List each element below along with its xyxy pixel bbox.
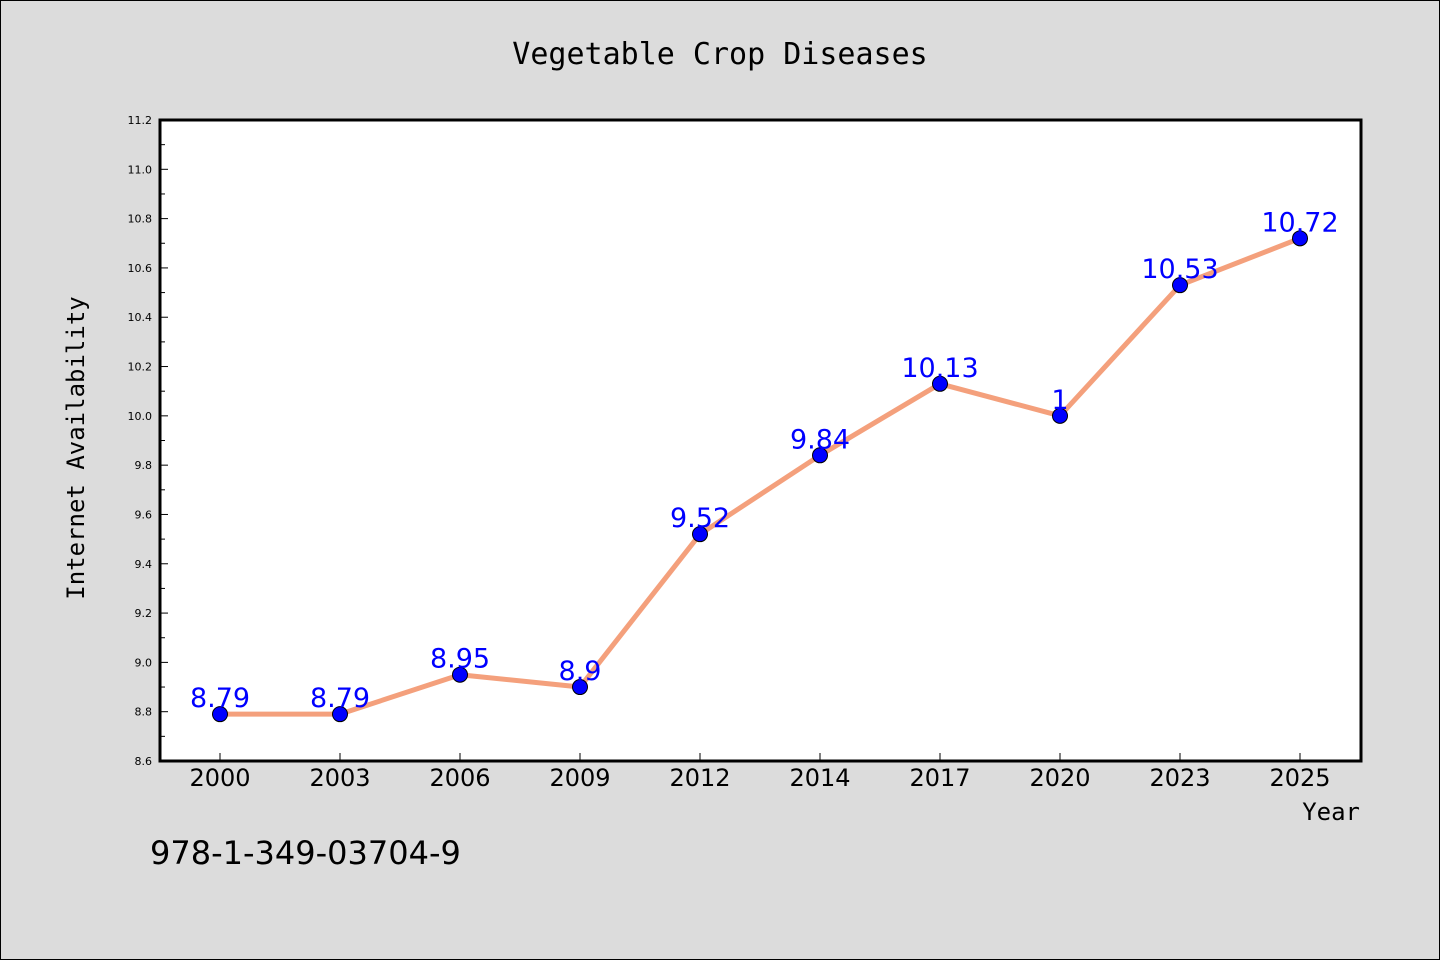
data-point [1292,230,1308,247]
y-tick-label: 8.8 [135,706,153,719]
x-tick-label: 2025 [1269,764,1330,792]
x-tick-label: 2014 [789,764,850,792]
data-point [692,526,708,543]
x-tick-label: 2006 [429,764,490,792]
y-axis-label: Internet Availability [62,296,90,599]
x-tick-label: 2020 [1029,764,1090,792]
data-label: 9.52 [670,503,730,534]
y-tick-label: 9.0 [135,656,153,669]
data-point [812,447,828,464]
data-label: 8.79 [190,683,250,714]
y-tick-label: 11.2 [128,114,153,127]
x-tick-label: 2000 [189,764,250,792]
data-label: 10.53 [1141,254,1218,285]
data-label: 8.9 [559,656,602,687]
y-tick-label: 10.0 [128,410,153,423]
y-tick-label: 9.4 [135,558,153,571]
data-point [1052,407,1068,424]
y-axis: 8.6 8.8 9.0 9.2 9.4 9.6 9.8 10.0 10.2 10.4 10.6 10.… [128,114,168,768]
plot-area [158,118,1363,763]
x-axis-label: Year [1302,798,1360,826]
isbn-text: 978-1-349-03704-9 [150,834,461,872]
data-label: 8.79 [310,683,370,714]
series-line [220,236,1301,717]
data-point [932,375,948,392]
y-tick-label: 11.0 [128,163,153,176]
y-tick-label: 9.2 [135,607,153,620]
x-axis: 2000 2003 2006 2009 2012 2014 2017 2020 2023 2025 [189,753,1331,792]
data-point [1172,277,1188,294]
data-label: 10.13 [901,353,978,384]
y-tick-label: 9.6 [135,508,153,521]
data-point [212,706,228,723]
data-point [572,679,588,696]
y-tick-label: 10.4 [128,311,153,324]
data-label: 8.95 [430,644,490,675]
x-tick-label: 2017 [909,764,970,792]
data-point [332,706,348,723]
data-label: 10.72 [1261,207,1338,238]
data-label: 1 [1051,385,1068,416]
data-point [452,666,468,683]
data-label: 9.84 [790,424,850,455]
data-labels: 8.79 8.79 8.95 8.9 9.52 9.84 10.13 1 10.53 10.72 [190,207,1339,714]
x-tick-label: 2012 [669,764,730,792]
chart-title: Vegetable Crop Diseases [512,37,927,72]
y-tick-label: 9.8 [135,459,153,472]
y-tick-label: 10.8 [128,213,153,226]
y-tick-label: 10.2 [128,361,153,374]
x-tick-label: 2009 [549,764,610,792]
x-tick-label: 2023 [1149,764,1210,792]
series-group [212,230,1308,723]
y-tick-label: 8.6 [135,755,153,768]
y-tick-label: 10.6 [128,262,153,275]
x-tick-label: 2003 [309,764,370,792]
